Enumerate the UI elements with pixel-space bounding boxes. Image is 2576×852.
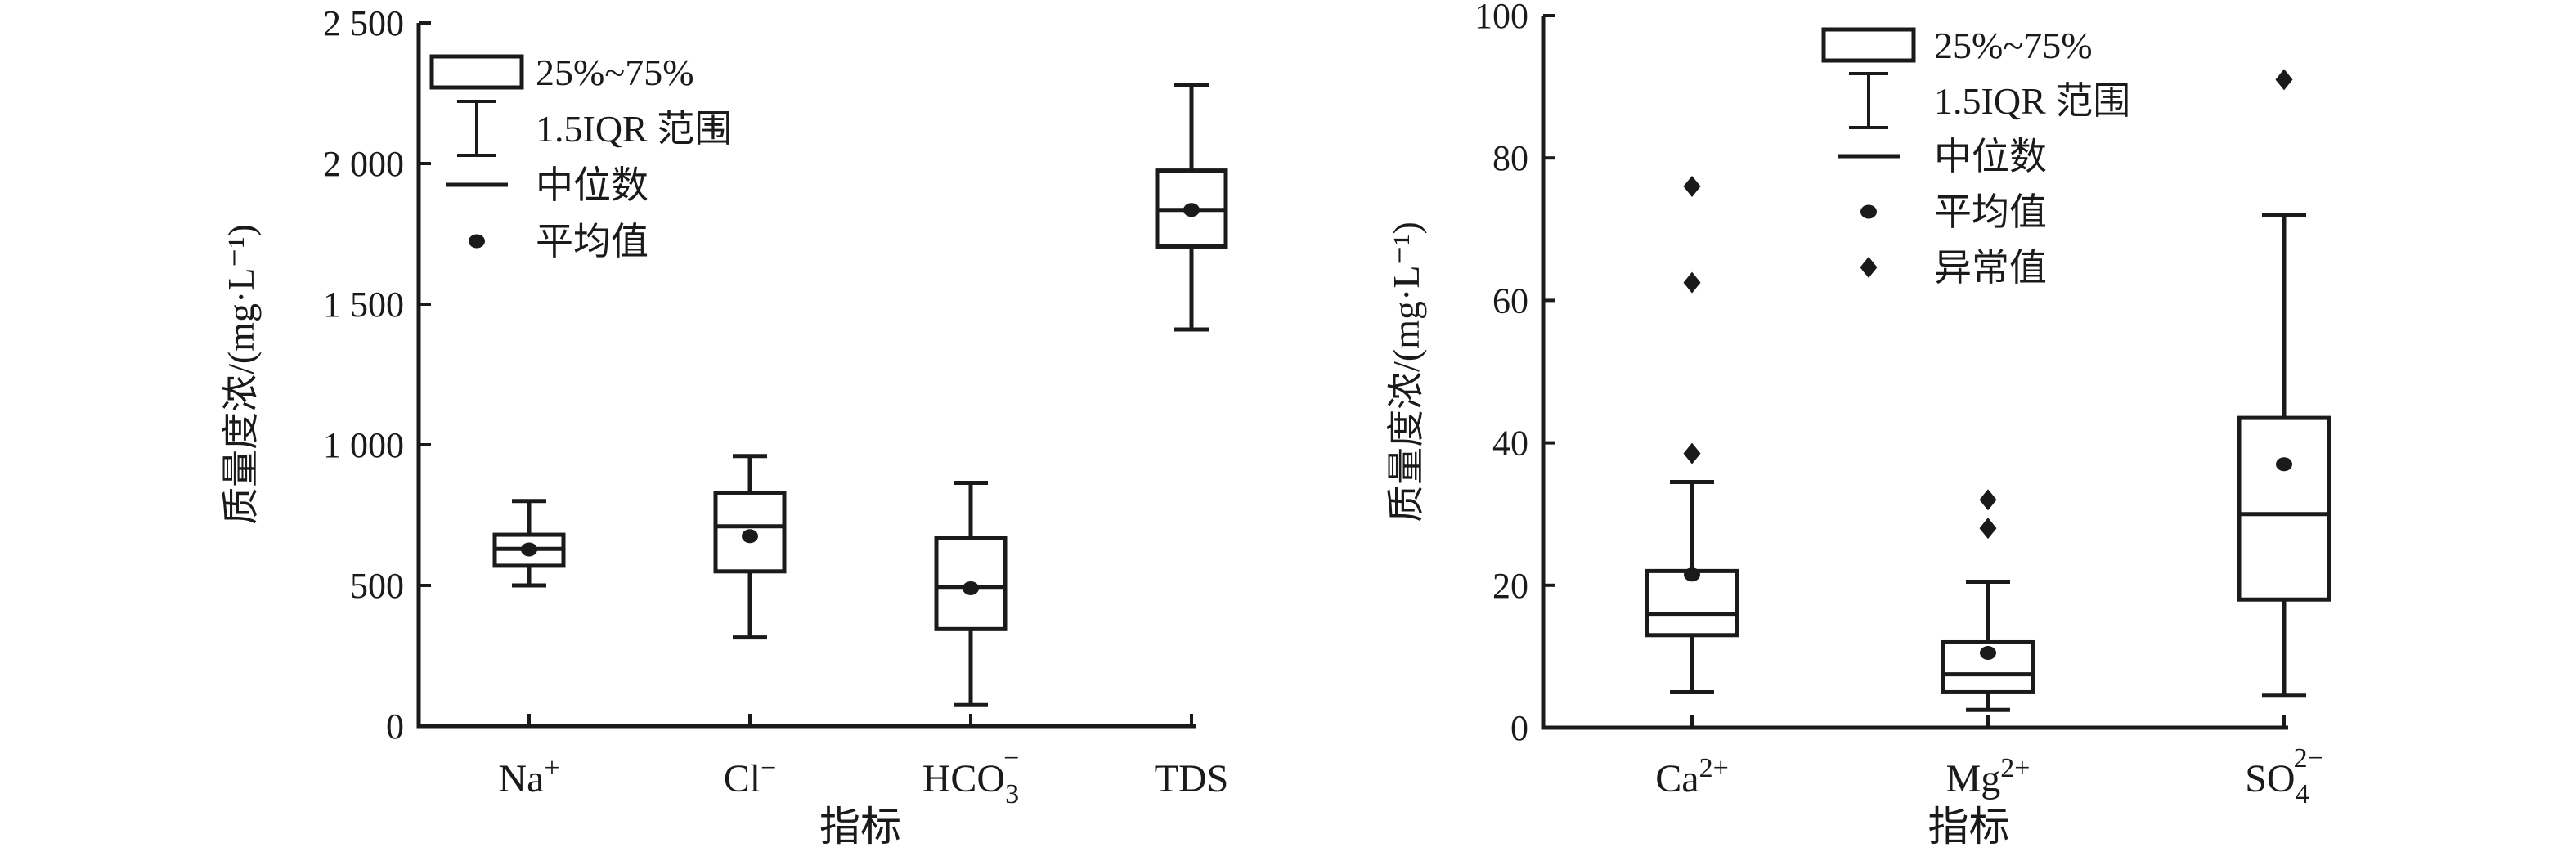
legend-box-icon xyxy=(429,54,524,90)
legend-outlier-icon xyxy=(1860,257,1878,278)
y-tick-label: 40 xyxy=(1492,424,1528,464)
legend-label: 中位数 xyxy=(536,164,648,206)
mean-dot xyxy=(1684,567,1700,582)
legend-item: 25%~75% xyxy=(1821,25,2093,66)
y-tick-label: 20 xyxy=(1492,566,1528,606)
legend-item: 1.5IQR 范围 xyxy=(457,100,732,157)
legend-label: 平均值 xyxy=(536,221,648,262)
x-axis-title: 指标 xyxy=(819,804,901,850)
y-axis-title: 质量度浓/(mg·L⁻¹) xyxy=(1385,222,1427,522)
mean-dot xyxy=(1980,646,1996,661)
category-label-TDS: TDS xyxy=(1155,757,1229,800)
right-boxplot-chart: 0 20 40 60 80 100 质量度浓/(mg·L⁻¹) 指标 Ca2+ Mg2+ SO42−… xyxy=(1385,0,2331,850)
legend-label: 1.5IQR 范围 xyxy=(1934,80,2130,122)
category-label-Mg2+: Mg2+ xyxy=(1946,753,2031,800)
box-group-Ca2+ xyxy=(1645,176,1739,694)
box-group-HCO3- xyxy=(934,480,1008,707)
legend-item: 1.5IQR 范围 xyxy=(1849,72,2130,129)
legend-box-icon xyxy=(1821,27,1916,63)
y-tick-label: 100 xyxy=(1474,0,1528,36)
mean-dot xyxy=(1183,203,1200,217)
outlier-diamond xyxy=(1979,518,1997,540)
y-tick-label: 500 xyxy=(350,566,404,606)
y-axis-title: 质量度浓/(mg·L⁻¹) xyxy=(220,224,262,525)
category-label-Na+: Na+ xyxy=(498,753,559,800)
outlier-diamond xyxy=(1683,271,1701,294)
legend-mean-icon xyxy=(469,234,485,249)
legend-label: 25%~75% xyxy=(536,52,694,93)
y-tick-label: 80 xyxy=(1492,138,1528,178)
legend-item: 异常值 xyxy=(1860,247,2047,289)
category-label-Ca2+: Ca2+ xyxy=(1655,753,1729,800)
category-label-SO42-: SO42− xyxy=(2245,743,2323,809)
outlier-diamond xyxy=(1979,489,1997,511)
y-tick-label: 2 500 xyxy=(323,3,404,43)
legend-label: 中位数 xyxy=(1934,136,2047,177)
mean-dot xyxy=(963,581,979,595)
box-group-TDS xyxy=(1155,83,1228,332)
mean-dot xyxy=(742,529,758,544)
category-label-Cl-: Cl− xyxy=(724,753,777,800)
box-group-Mg2+ xyxy=(1941,489,2035,712)
category-label-HCO3-: HCO3− xyxy=(922,743,1020,809)
legend-item: 中位数 xyxy=(1838,136,2047,177)
legend-label: 平均值 xyxy=(1934,191,2047,233)
legend-item: 平均值 xyxy=(469,221,648,262)
legend-item: 平均值 xyxy=(1860,191,2047,233)
legend-mean-icon xyxy=(1860,204,1877,219)
mean-dot xyxy=(2276,457,2292,472)
y-tick-label: 0 xyxy=(1510,708,1528,748)
x-axis-title: 指标 xyxy=(1928,804,2010,850)
box-group-Na+ xyxy=(492,499,566,588)
outlier-diamond xyxy=(1683,442,1701,464)
y-tick-label: 60 xyxy=(1492,280,1528,321)
right-boxplot-axes: 0 20 40 60 80 100 xyxy=(1474,0,2288,748)
legend-label: 25%~75% xyxy=(1934,25,2093,66)
left-boxplot-axes: 0 500 1 000 1 500 2 000 2 500 xyxy=(323,3,1196,747)
y-tick-label: 2 000 xyxy=(323,144,404,184)
outlier-diamond xyxy=(2275,69,2293,91)
y-tick-label: 1 000 xyxy=(323,425,404,465)
y-tick-label: 1 500 xyxy=(323,285,404,325)
legend-label: 异常值 xyxy=(1934,247,2047,289)
y-tick-label: 0 xyxy=(386,706,404,747)
legend-item: 中位数 xyxy=(446,164,648,206)
box-group-Cl- xyxy=(713,454,787,640)
iqr-box xyxy=(2237,415,2331,602)
mean-dot xyxy=(521,542,537,557)
legend-item: 25%~75% xyxy=(429,52,694,93)
legend-label: 1.5IQR 范围 xyxy=(536,108,732,150)
box-group-SO42- xyxy=(2237,69,2331,698)
outlier-diamond xyxy=(1683,176,1701,198)
left-boxplot-chart: 0 500 1 000 1 500 2 000 2 500 质量度浓/(mg·L⁻¹) 指标 N… xyxy=(220,3,1228,850)
